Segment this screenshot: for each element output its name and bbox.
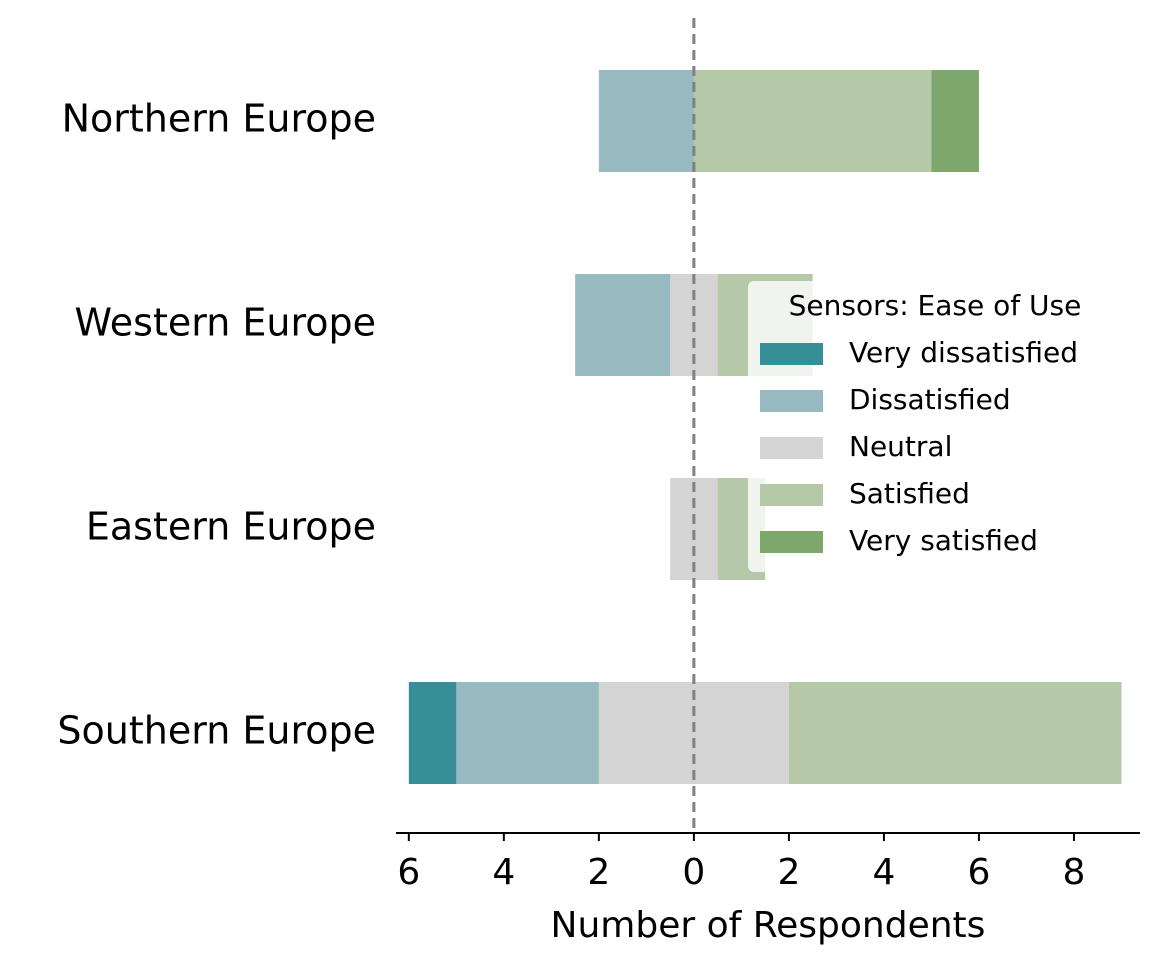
legend-swatch (760, 390, 823, 412)
x-tick-label: 4 (492, 852, 515, 893)
legend: Sensors: Ease of Use Very dissatisfied Dis… (748, 281, 1116, 572)
legend-swatch (760, 343, 823, 365)
legend-label: Very dissatisfied (849, 336, 1078, 369)
x-tick-label: 8 (1063, 852, 1086, 893)
bar-segment (408, 682, 457, 784)
legend-label: Dissatisfied (849, 383, 1011, 416)
bar-segment (456, 682, 599, 784)
legend-swatch (760, 484, 823, 506)
x-tick-label: 6 (397, 852, 420, 893)
bar-segment (575, 274, 671, 376)
y-tick-label: Eastern Europe (86, 505, 376, 549)
bar-segment (931, 70, 979, 172)
bar-segment (598, 70, 694, 172)
y-tick-label: Northern Europe (62, 97, 376, 141)
legend-swatch (760, 437, 823, 459)
bar-segment (693, 70, 932, 172)
legend-label: Satisfied (849, 477, 970, 510)
y-tick-label: Western Europe (74, 301, 376, 345)
x-tick-label: 2 (777, 852, 800, 893)
y-tick-label: Southern Europe (57, 709, 376, 753)
x-tick-label: 6 (967, 852, 990, 893)
legend-box (748, 281, 1116, 572)
x-tick-label: 2 (587, 852, 610, 893)
bar-segment (788, 682, 1122, 784)
legend-label: Very satisfied (849, 524, 1038, 557)
legend-label: Neutral (849, 430, 952, 463)
legend-title: Sensors: Ease of Use (789, 289, 1082, 322)
x-tick-label: 4 (872, 852, 895, 893)
legend-swatch (760, 531, 823, 553)
x-axis-label: Number of Respondents (551, 905, 986, 946)
x-tick-label: 0 (682, 852, 705, 893)
